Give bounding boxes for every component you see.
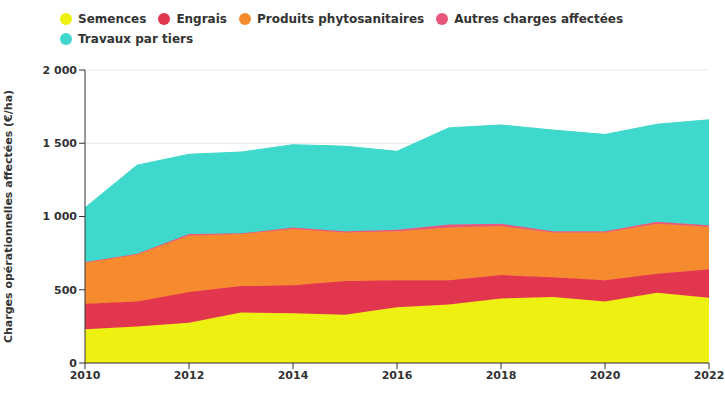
- svg-text:2 000: 2 000: [43, 64, 78, 77]
- svg-text:2022: 2022: [694, 369, 717, 382]
- html-text:Autres charges affectées: Autres charges affectées: [454, 12, 624, 26]
- svg-text:2010: 2010: [70, 369, 101, 382]
- html-text:Engrais: Engrais: [176, 12, 227, 26]
- svg-text:500: 500: [54, 284, 77, 297]
- svg-text:2020: 2020: [590, 369, 621, 382]
- svg-text:1 000: 1 000: [43, 210, 78, 223]
- svg-text:2016: 2016: [382, 369, 413, 382]
- svg-text:0: 0: [69, 357, 77, 370]
- svg-text:1 500: 1 500: [43, 137, 78, 150]
- svg-text:Charges opérationnelles affect: Charges opérationnelles affectées (€/ha): [8, 90, 15, 343]
- html-text:Semences: Semences: [78, 12, 147, 26]
- svg-text:2018: 2018: [486, 369, 517, 382]
- html-text:Produits phytosanitaires: Produits phytosanitaires: [257, 12, 425, 26]
- svg-text:2012: 2012: [174, 369, 205, 382]
- svg-text:2014: 2014: [278, 369, 309, 382]
- html-text:Travaux par tiers: Travaux par tiers: [78, 32, 194, 46]
